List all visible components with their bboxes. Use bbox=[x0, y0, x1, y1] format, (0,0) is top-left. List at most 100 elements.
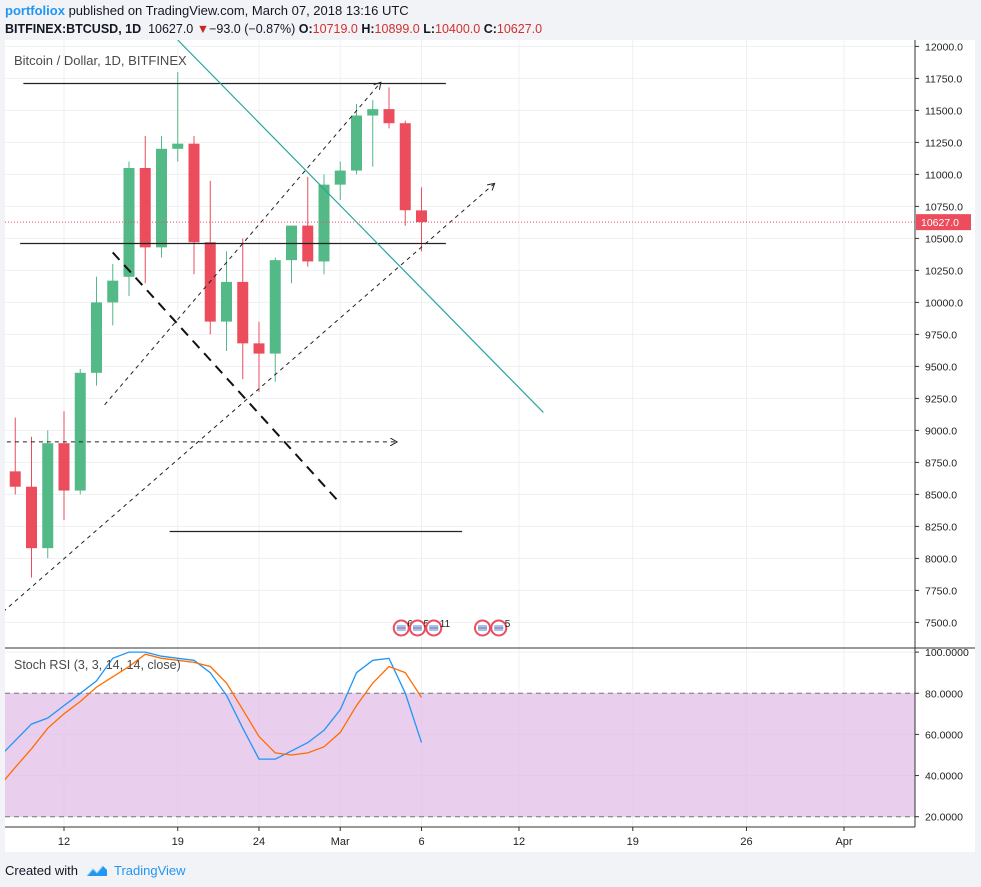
candle-body bbox=[221, 281, 232, 322]
ray-channel-upper bbox=[104, 82, 381, 406]
chart-header: portfoliox published on TradingView.com,… bbox=[5, 2, 975, 38]
time-tick-label: 24 bbox=[253, 836, 265, 848]
candle-up bbox=[286, 225, 297, 284]
price-tick-label: 7500.0 bbox=[925, 617, 957, 629]
stoch-tick-label: 20.0000 bbox=[925, 812, 963, 824]
time-tick-label: 6 bbox=[418, 836, 424, 848]
candle-up bbox=[42, 430, 54, 559]
candle-up bbox=[318, 174, 330, 275]
grid-lines bbox=[5, 40, 915, 827]
candle-body bbox=[367, 109, 379, 116]
candle-up bbox=[91, 276, 102, 386]
candle-down bbox=[188, 136, 200, 275]
candle-body bbox=[416, 210, 427, 223]
stoch-pane-title: Stoch RSI (3, 3, 14, 14, close) bbox=[14, 658, 181, 672]
down-arrow-icon: ▼ bbox=[196, 22, 210, 36]
price-tick-label: 9750.0 bbox=[925, 329, 957, 341]
tradingview-link[interactable]: TradingView bbox=[113, 863, 186, 878]
candle-body bbox=[58, 443, 70, 491]
candle-body bbox=[139, 168, 151, 248]
candle-body bbox=[74, 372, 86, 491]
price-tick-label: 9500.0 bbox=[925, 361, 957, 373]
candle-body bbox=[172, 143, 184, 149]
candle-body bbox=[42, 443, 54, 549]
price-tick-label: 8250.0 bbox=[925, 521, 957, 533]
price-tick-label: 8500.0 bbox=[925, 489, 957, 501]
badge-count: 11 bbox=[440, 619, 451, 630]
price-tick-label: 9250.0 bbox=[925, 393, 957, 405]
close-value: 10627.0 bbox=[496, 22, 543, 36]
price-tick-label: 11000.0 bbox=[925, 169, 962, 181]
time-tick-label: 19 bbox=[172, 836, 184, 848]
price-tick-label: 12000.0 bbox=[925, 41, 963, 53]
candle-up bbox=[156, 136, 167, 258]
candle-down bbox=[416, 187, 427, 252]
candle-down bbox=[253, 321, 265, 392]
candle-body bbox=[318, 184, 330, 262]
stoch-rsi-layer bbox=[5, 651, 423, 781]
chart-canvas[interactable]: 65115 12000.011750.011500.011250.011000.… bbox=[5, 40, 975, 852]
candle-body bbox=[188, 143, 200, 243]
event-badge bbox=[474, 619, 491, 637]
tradingview-cloud-icon bbox=[86, 865, 107, 877]
price-tick-label: 9000.0 bbox=[925, 425, 957, 437]
candle-body bbox=[286, 225, 297, 261]
price-tick-label: 8750.0 bbox=[925, 457, 957, 469]
candle-down bbox=[399, 120, 411, 226]
candle-down bbox=[139, 136, 151, 284]
candle-down bbox=[58, 411, 70, 520]
published-text: published on TradingView.com, March 07, … bbox=[68, 3, 409, 18]
candle-body bbox=[107, 280, 119, 303]
price-change: −93.0 (−0.87%) bbox=[209, 22, 296, 36]
event-badge: 11 bbox=[425, 619, 451, 637]
last-price-tag bbox=[916, 214, 971, 231]
publish-line: portfoliox published on TradingView.com,… bbox=[5, 2, 975, 20]
stoch-tick-label: 100.0000 bbox=[925, 647, 969, 659]
candle-body bbox=[334, 170, 346, 185]
symbol-label[interactable]: BITFINEX:BTCUSD, 1D bbox=[5, 22, 142, 36]
price-tick-label: 7750.0 bbox=[925, 585, 957, 597]
stoch-tick-label: 60.0000 bbox=[925, 729, 963, 741]
stoch-series-D bbox=[5, 653, 423, 781]
candle-up bbox=[367, 100, 379, 167]
candle-body bbox=[9, 471, 21, 487]
time-tick-label: Mar bbox=[331, 836, 350, 848]
drawings-layer bbox=[5, 40, 915, 611]
event-badges: 65115 bbox=[392, 619, 511, 637]
candle-body bbox=[253, 343, 265, 354]
open-value: 10719.0 bbox=[312, 22, 358, 36]
open-label: O: bbox=[298, 22, 313, 36]
price-tick-label: 10750.0 bbox=[925, 201, 963, 213]
candle-down bbox=[26, 436, 37, 578]
price-tick-label: 11750.0 bbox=[925, 73, 962, 85]
candle-down bbox=[237, 238, 249, 380]
candle-body bbox=[399, 123, 411, 211]
badge-count: 5 bbox=[505, 619, 511, 630]
price-tick-label: 10500.0 bbox=[925, 233, 963, 245]
candle-body bbox=[269, 260, 281, 354]
last-price-tag-label: 10627.0 bbox=[921, 217, 959, 229]
candle-up bbox=[334, 161, 346, 200]
stoch-band-lines bbox=[5, 692, 915, 818]
axes-layer: 12000.0 11750.0 11500.0 11250.0 11000.0 10750… bbox=[5, 40, 975, 848]
candle-body bbox=[156, 148, 167, 248]
time-tick-label: 19 bbox=[627, 836, 639, 848]
time-tick-label: Apr bbox=[835, 836, 852, 848]
candle-up bbox=[123, 161, 135, 296]
high-value: 10899.0 bbox=[374, 22, 420, 36]
price-tick-label: 8000.0 bbox=[925, 553, 957, 565]
last-price: 10627.0 bbox=[148, 22, 194, 36]
dashed-abcd-leg bbox=[112, 251, 341, 505]
candle-down bbox=[9, 417, 21, 495]
stoch-tick-label: 40.0000 bbox=[925, 771, 963, 783]
author-link[interactable]: portfoliox bbox=[5, 3, 65, 18]
close-label: C: bbox=[483, 22, 497, 36]
low-value: 10400.0 bbox=[435, 22, 481, 36]
trendline-descending bbox=[177, 40, 544, 413]
footer: Created with TradingView bbox=[5, 858, 186, 884]
candle-up bbox=[107, 264, 119, 326]
price-tick-label: 11250.0 bbox=[925, 137, 962, 149]
candle-up bbox=[221, 251, 232, 352]
price-tick-label: 10250.0 bbox=[925, 265, 963, 277]
candle-up bbox=[74, 368, 86, 495]
